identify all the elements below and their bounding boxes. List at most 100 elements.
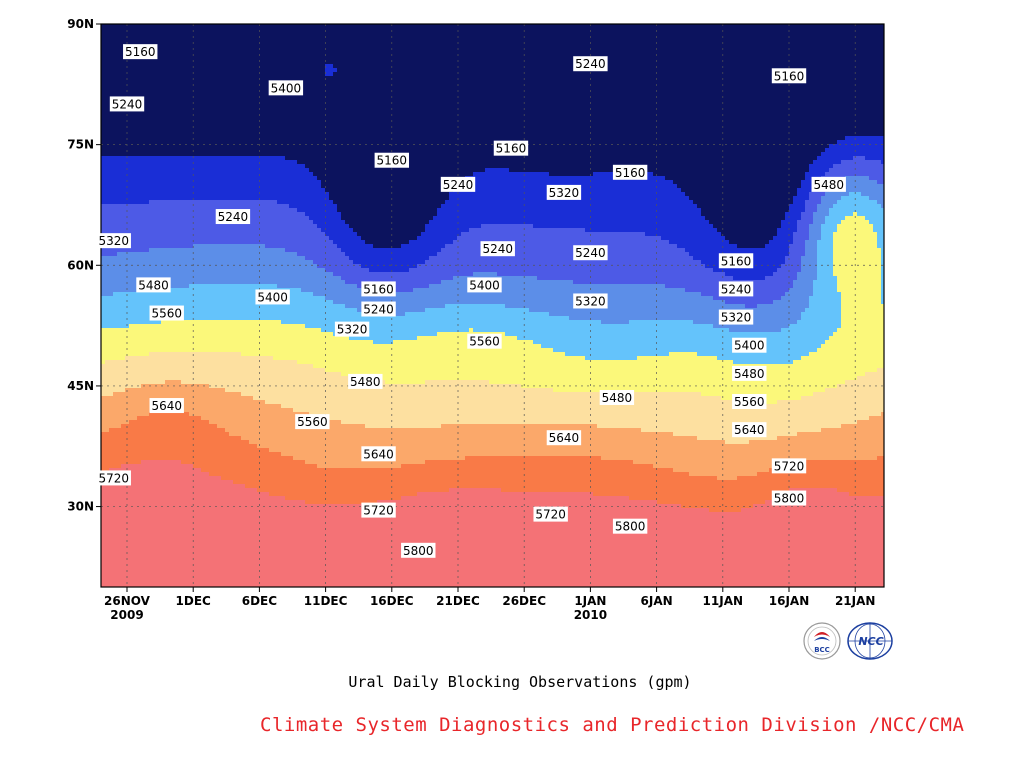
contour-cell (753, 32, 758, 37)
contour-cell (173, 28, 178, 33)
contour-cell (697, 24, 702, 29)
contour-cell (681, 28, 686, 33)
contour-cell (645, 24, 650, 29)
contour-cell (661, 28, 666, 33)
contour-cell (661, 40, 666, 45)
contour-cell (681, 40, 686, 45)
contour-cell (401, 40, 406, 45)
contour-cell (701, 32, 706, 37)
contour-cell (593, 36, 598, 41)
contour-cell (253, 48, 258, 53)
contour-cell (665, 44, 670, 49)
contour-cell (633, 24, 638, 29)
contour-cell (209, 36, 214, 41)
contour-cell (333, 28, 338, 33)
contour-cell (873, 40, 878, 45)
contour-cell (765, 40, 770, 45)
contour-cell (161, 32, 166, 37)
contour-cell (445, 28, 450, 33)
contour-cell (489, 40, 494, 45)
contour-cell (569, 44, 574, 49)
contour-cell (605, 40, 610, 45)
contour-cell (645, 48, 650, 53)
contour-cell (441, 40, 446, 45)
contour-cell (365, 32, 370, 37)
contour-cell (557, 40, 562, 45)
contour-cell (713, 36, 718, 41)
contour-cell (181, 40, 186, 45)
contour-cell (461, 24, 466, 29)
contour-cell (545, 36, 550, 41)
contour-cell (309, 44, 314, 49)
contour-cell (345, 44, 350, 49)
contour-cell (585, 36, 590, 41)
contour-cell (265, 28, 270, 33)
contour-cell (409, 28, 414, 33)
contour-cell (469, 32, 474, 37)
contour-cell (189, 40, 194, 45)
contour-cell (381, 48, 386, 53)
contour-cell (617, 40, 622, 45)
contour-cell (113, 40, 118, 45)
contour-cell (241, 44, 246, 49)
contour-cell (537, 44, 542, 49)
contour-cell (741, 24, 746, 29)
contour-cell (585, 44, 590, 49)
contour-cell (641, 24, 646, 29)
contour-cell (417, 28, 422, 33)
contour-cell (313, 44, 318, 49)
contour-cell (345, 28, 350, 33)
contour-cell (305, 24, 310, 29)
contour-cell (189, 32, 194, 37)
contour-cell (329, 24, 334, 29)
contour-cell (533, 40, 538, 45)
contour-cell (801, 32, 806, 37)
contour-cell (341, 24, 346, 29)
contour-cell (513, 48, 518, 53)
contour-cell (133, 24, 138, 29)
contour-cell (173, 24, 178, 29)
contour-cell (653, 32, 658, 37)
contour-cell (533, 36, 538, 41)
contour-cell (217, 32, 222, 37)
contour-cell (325, 44, 330, 49)
contour-cell (225, 28, 230, 33)
contour-cell (297, 28, 302, 33)
contour-cell (369, 24, 374, 29)
contour-cell (757, 40, 762, 45)
contour-cell (693, 28, 698, 33)
contour-cell (161, 48, 166, 53)
contour-cell (705, 36, 710, 41)
contour-cell (537, 28, 542, 33)
contour-cell (233, 28, 238, 33)
contour-cell (273, 40, 278, 45)
contour-cell (369, 28, 374, 33)
contour-cell (305, 40, 310, 45)
contour-cell (233, 40, 238, 45)
contour-cell (113, 32, 118, 37)
contour-cell (837, 40, 842, 45)
contour-cell (449, 36, 454, 41)
contour-cell (797, 32, 802, 37)
contour-cell (117, 48, 122, 53)
contour-cell (717, 36, 722, 41)
contour-cell (489, 44, 494, 49)
contour-cell (597, 36, 602, 41)
contour-cell (469, 28, 474, 33)
contour-cell (153, 40, 158, 45)
contour-cell (109, 40, 114, 45)
contour-cell (109, 48, 114, 53)
contour-cell (649, 28, 654, 33)
contour-cell (581, 24, 586, 29)
contour-cell (129, 40, 134, 45)
contour-cell (477, 44, 482, 49)
contour-cell (417, 24, 422, 29)
contour-cell (737, 24, 742, 29)
contour-cell (285, 48, 290, 53)
contour-cell (185, 40, 190, 45)
contour-cell (801, 28, 806, 33)
contour-cell (585, 28, 590, 33)
contour-cell (689, 44, 694, 49)
contour-cell (541, 40, 546, 45)
contour-cell (177, 28, 182, 33)
